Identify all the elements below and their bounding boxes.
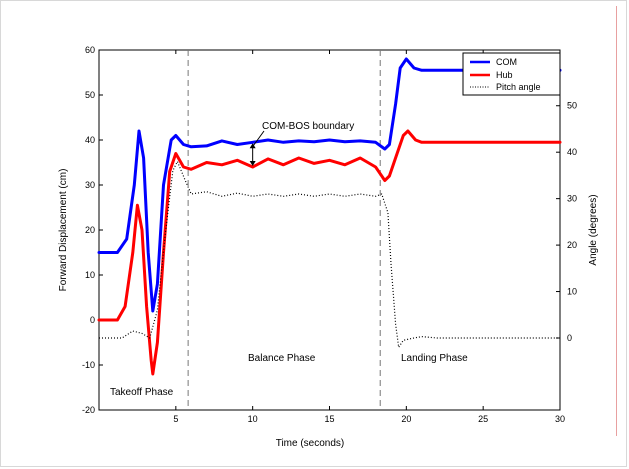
page-margin-line [616, 6, 617, 436]
plot-area-border [98, 49, 561, 411]
legend-label-pitch-angle: Pitch angle [496, 82, 541, 92]
annotation-takeoff-phase: Takeoff Phase [110, 387, 174, 398]
legend-label-com: COM [496, 57, 517, 67]
plot-layer: 5 10 15 20 25 30 -20 -10 0 10 20 30 40 50 60 0 10 20 30 40 5… [82, 45, 577, 424]
y-axis-label-left: Forward Displacement (cm) [58, 169, 69, 292]
y-tick-label-left: 60 [85, 45, 95, 55]
y-tick-label-right: 30 [567, 194, 577, 204]
x-tick-label: 30 [555, 414, 565, 424]
x-tick-label: 10 [248, 414, 258, 424]
boundary-pointer-line [253, 130, 265, 146]
boundary-arrow-head-bottom [249, 161, 256, 166]
x-tick-label: 20 [401, 414, 411, 424]
x-tick-label: 5 [173, 414, 178, 424]
series-line-hub [97, 129, 562, 376]
y-tick-label-right: 10 [567, 287, 577, 297]
y-tick-label-right: 40 [567, 147, 577, 157]
y-axis-label-right: Angle (degrees) [588, 194, 599, 265]
y-tick-label-right: 20 [567, 240, 577, 250]
x-axis-label: Time (seconds) [276, 438, 345, 449]
annotation-com-bos-boundary: COM-BOS boundary [262, 121, 354, 132]
series-line-pitch-angle [99, 160, 560, 348]
x-tick-label: 25 [478, 414, 488, 424]
y-tick-label-left: 40 [85, 135, 95, 145]
y-tick-label-left: 0 [90, 315, 95, 325]
legend: COM Hub Pitch angle [462, 52, 561, 96]
boundary-arrow-head-top [249, 143, 256, 149]
series-line-com [97, 57, 562, 313]
y-tick-label-left: 50 [85, 90, 95, 100]
y-tick-label-right: 0 [567, 333, 572, 343]
y-tick-label-right: 50 [567, 101, 577, 111]
y-tick-label-left: -10 [82, 360, 95, 370]
y-tick-label-left: 30 [85, 180, 95, 190]
annotation-balance-phase: Balance Phase [248, 353, 316, 364]
x-tick-label: 15 [324, 414, 334, 424]
y-tick-label-left: 10 [85, 270, 95, 280]
y-tick-label-left: 20 [85, 225, 95, 235]
annotation-landing-phase: Landing Phase [401, 353, 468, 364]
legend-label-hub: Hub [496, 70, 513, 80]
y-tick-label-left: -20 [82, 405, 95, 415]
